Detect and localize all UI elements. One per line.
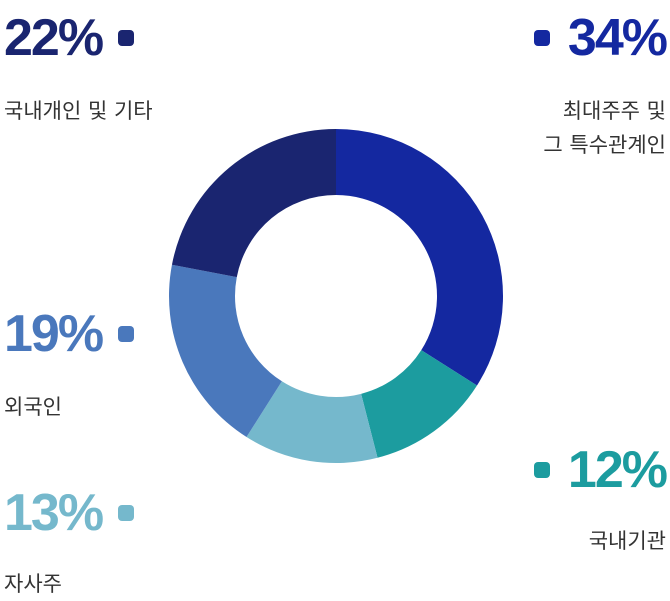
legend-retail-label: 국내개인 및 기타: [4, 99, 153, 123]
legend-treasury: 13% 자사주: [4, 484, 135, 601]
legend-largest-percent: 34%: [567, 9, 668, 67]
legend-foreign-value: 19%: [4, 305, 135, 363]
slice-retail: [171, 128, 336, 278]
legend-inst-percent: 12%: [567, 441, 668, 499]
legend-inst: 12% 국내기관: [533, 441, 668, 558]
legend-treasury-marker: [118, 505, 135, 521]
legend-foreign-label: 외국인: [4, 395, 62, 419]
legend-retail: 22% 국내개인 및 기타: [4, 12, 153, 128]
legend-inst-value: 12%: [533, 441, 668, 499]
legend-largest-label-line2: 그 특수관계인: [543, 133, 666, 157]
legend-treasury-percent: 13%: [4, 484, 104, 542]
slice-inst: [361, 350, 478, 458]
legend-inst-label: 국내기관: [588, 529, 666, 553]
slice-treasury: [246, 381, 378, 463]
slice-foreign: [168, 264, 282, 438]
legend-inst-marker: [533, 462, 550, 478]
legend-largest-label-line1: 최대주주 및: [562, 99, 666, 123]
legend-largest-value: 34%: [533, 9, 668, 67]
legend-retail-marker: [118, 30, 135, 46]
legend-foreign: 19% 외국인: [4, 305, 135, 424]
legend-foreign-marker: [118, 326, 135, 342]
legend-largest: 34% 최대주주 및 그 특수관계인: [533, 9, 668, 162]
slice-largest: [336, 129, 503, 386]
legend-retail-value: 22%: [4, 12, 153, 64]
legend-retail-percent: 22%: [4, 9, 104, 67]
legend-treasury-value: 13%: [4, 484, 135, 542]
legend-largest-marker: [533, 30, 550, 46]
legend-foreign-percent: 19%: [4, 305, 104, 363]
legend-treasury-label: 자사주: [4, 572, 62, 596]
